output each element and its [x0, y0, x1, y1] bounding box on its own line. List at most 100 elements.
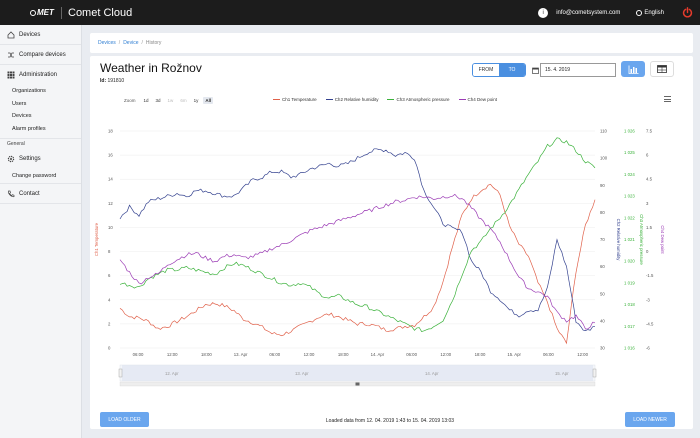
zoom-all[interactable]: All	[203, 97, 214, 104]
y-tick-right2: 1 023	[624, 194, 635, 199]
legend-ch2[interactable]: Ch2 Relative humidity	[325, 97, 378, 102]
zoom-1d[interactable]: 1d	[143, 98, 149, 103]
from-button[interactable]: FROM	[473, 64, 499, 76]
load-newer-button[interactable]: LOAD NEWER	[625, 412, 675, 427]
sidebar-item-administration[interactable]: Administration	[0, 65, 81, 85]
sidebar-sub-organizations[interactable]: Organizations	[12, 88, 46, 95]
x-tick-label: 06:00	[406, 352, 417, 357]
y-tick-right1: 110	[600, 129, 607, 134]
legend-ch4[interactable]: Ch4 Dew point	[458, 97, 497, 102]
y-tick-right2: 1 021	[624, 237, 635, 242]
x-tick-label: 18:00	[475, 352, 486, 357]
breadcrumb-separator: /	[141, 40, 143, 46]
navigator-tick-label: 12. Apr	[165, 371, 179, 376]
y-tick-right2: 1 026	[624, 129, 635, 134]
table-icon	[657, 65, 667, 73]
sidebar: Devices Compare devices Administration O…	[0, 25, 82, 438]
series-line-ch2[interactable]	[119, 148, 596, 331]
y-tick-left: 6	[108, 273, 111, 278]
sidebar-item-label: Settings	[19, 156, 41, 162]
sidebar-sub-devices[interactable]: Devices	[12, 113, 32, 120]
y-tick-right2: 1 019	[624, 280, 635, 285]
y-tick-right1: 40	[600, 318, 605, 323]
navigator-selection[interactable]	[122, 365, 593, 381]
breadcrumb-devices[interactable]: Devices	[98, 40, 116, 46]
sidebar-sub-alarm-profiles[interactable]: Alarm profiles	[12, 125, 46, 132]
page-title: Weather in Rožnov	[100, 61, 202, 75]
user-avatar[interactable]: i	[538, 7, 549, 18]
zoom-3d[interactable]: 3d	[155, 98, 161, 103]
chart-view-button[interactable]	[621, 61, 645, 77]
user-email[interactable]: info@cometsystem.com	[556, 9, 621, 16]
y-tick-right3: 6	[646, 153, 649, 158]
navigator-handle-left[interactable]	[118, 368, 123, 378]
y-tick-right2: 1 018	[624, 302, 635, 307]
shuffle-icon	[7, 51, 15, 59]
y-tick-right2: 1 022	[624, 215, 635, 220]
sidebar-item-label: Contact	[19, 190, 40, 197]
to-button[interactable]: TO	[499, 64, 525, 76]
chart-legend: Ch1 Temperature Ch2 Relative humidity Ch…	[273, 97, 497, 102]
x-tick-label: 12:00	[577, 352, 588, 357]
chart-menu-icon[interactable]	[664, 96, 671, 102]
y-tick-left: 0	[108, 346, 111, 351]
x-tick-label: 06:00	[269, 352, 280, 357]
y-tick-left: 16	[108, 153, 113, 158]
logout-button[interactable]	[680, 6, 694, 20]
date-input[interactable]	[540, 63, 616, 77]
table-view-button[interactable]	[650, 61, 674, 77]
legend-ch3[interactable]: Ch3 Atmospheric pressure	[387, 97, 450, 102]
y-tick-right3: -6	[646, 346, 650, 351]
language-label: English	[644, 9, 664, 16]
device-id-value: 191810	[107, 78, 125, 84]
series-line-ch3[interactable]	[119, 137, 596, 333]
y-axis-title-right1: Ch2 Relative humidity	[616, 219, 621, 262]
series-line-ch4[interactable]	[119, 193, 596, 330]
y-tick-right2: 1 024	[624, 172, 635, 177]
legend-ch1[interactable]: Ch1 Temperature	[273, 97, 317, 102]
zoom-1w[interactable]: 1w	[167, 98, 174, 103]
x-tick-label: 12:00	[304, 352, 315, 357]
y-tick-left: 8	[108, 249, 111, 254]
scrollbar-grip[interactable]	[355, 382, 360, 386]
breadcrumb: Devices / Device / History	[90, 33, 693, 53]
sidebar-item-settings[interactable]: Settings	[0, 149, 81, 169]
x-tick-label: 06:00	[133, 352, 144, 357]
x-tick-label: 13. Apr	[234, 352, 248, 357]
navigator-handle-right[interactable]	[592, 368, 597, 378]
language-selector[interactable]: English	[636, 9, 664, 16]
breadcrumb-separator: /	[118, 40, 121, 46]
y-axis-title-right2: Ch3 Atmospheric pressure	[639, 214, 644, 265]
main-content: Devices / Device / History Weather in Ro…	[90, 33, 693, 429]
zoom-1y[interactable]: 1y	[193, 98, 199, 103]
calendar-icon[interactable]	[530, 63, 540, 77]
load-older-button[interactable]: LOAD OLDER	[100, 412, 149, 427]
sidebar-item-contact[interactable]: Contact	[0, 184, 81, 204]
y-tick-right2: 1 016	[624, 346, 635, 351]
sidebar-section-general: General	[0, 138, 81, 149]
sidebar-item-compare-devices[interactable]: Compare devices	[0, 45, 81, 65]
gear-icon	[7, 155, 15, 163]
y-tick-right2: 1 025	[624, 150, 635, 155]
y-tick-right1: 90	[600, 183, 605, 188]
y-tick-right3: -1.5	[646, 273, 654, 278]
y-tick-left: 4	[108, 297, 111, 302]
navigator-tick-label: 14. Apr	[425, 371, 439, 376]
breadcrumb-device[interactable]: Device	[123, 40, 139, 46]
sidebar-item-devices[interactable]: Devices	[0, 25, 81, 45]
series-line-ch1[interactable]	[119, 183, 596, 345]
device-id-label: Id:	[100, 78, 107, 84]
sidebar-sub-users[interactable]: Users	[12, 100, 27, 107]
y-tick-right3: -3	[646, 297, 650, 302]
sidebar-item-label: Devices	[19, 31, 41, 38]
y-tick-right1: 100	[600, 156, 608, 161]
comet-logo[interactable]: MET	[30, 7, 58, 19]
bar-chart-icon	[628, 65, 638, 74]
y-tick-left: 14	[108, 177, 113, 182]
zoom-6m[interactable]: 6m	[180, 98, 187, 103]
sidebar-sub-change-password[interactable]: Change password	[0, 169, 81, 184]
zoom-bar: Zoom 1d 3d 1w 6m 1y All	[124, 97, 214, 104]
y-tick-right1: 30	[600, 346, 605, 351]
x-tick-label: 15. Apr	[507, 352, 521, 357]
